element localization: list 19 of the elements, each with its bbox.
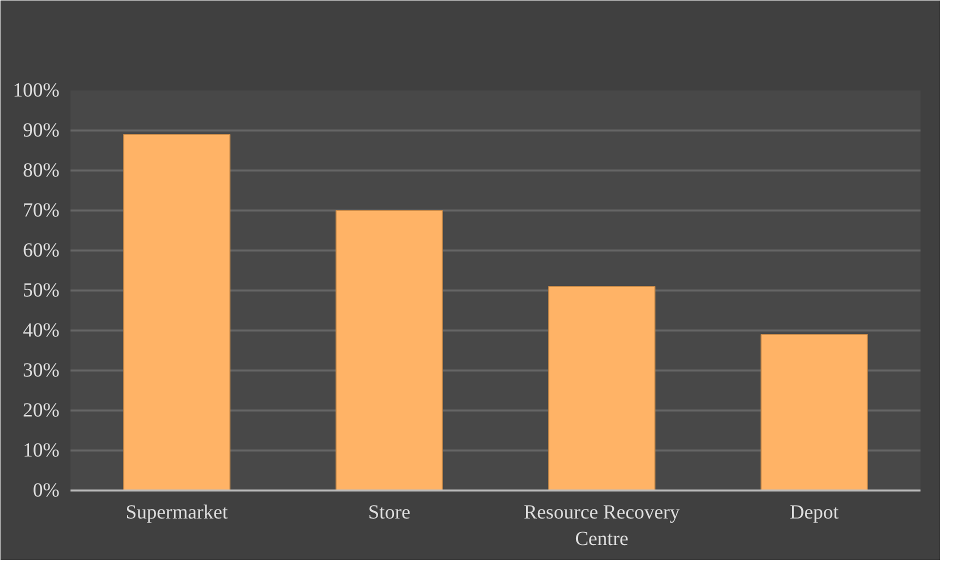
bar bbox=[760, 334, 868, 490]
bar bbox=[123, 134, 230, 490]
y-tick-label: 40% bbox=[22, 320, 60, 342]
y-tick-label: 20% bbox=[22, 400, 60, 422]
y-tick-label: 90% bbox=[22, 120, 60, 142]
y-tick-label: 100% bbox=[12, 80, 60, 102]
x-tick-label: Supermarket bbox=[126, 502, 228, 524]
y-tick-label: 50% bbox=[22, 280, 60, 302]
bar bbox=[336, 210, 443, 490]
y-tick-label: 70% bbox=[22, 200, 60, 222]
y-tick-label: 30% bbox=[22, 360, 60, 382]
y-tick-label: 0% bbox=[32, 480, 60, 502]
y-tick-label: 80% bbox=[22, 160, 60, 182]
bar bbox=[548, 286, 656, 490]
x-tick-label: Store bbox=[368, 502, 410, 524]
x-tick-label: Resource Recovery Centre bbox=[524, 502, 680, 550]
x-tick-label: Depot bbox=[790, 502, 840, 524]
y-tick-label: 10% bbox=[22, 440, 60, 462]
y-tick-label: 60% bbox=[22, 240, 60, 262]
